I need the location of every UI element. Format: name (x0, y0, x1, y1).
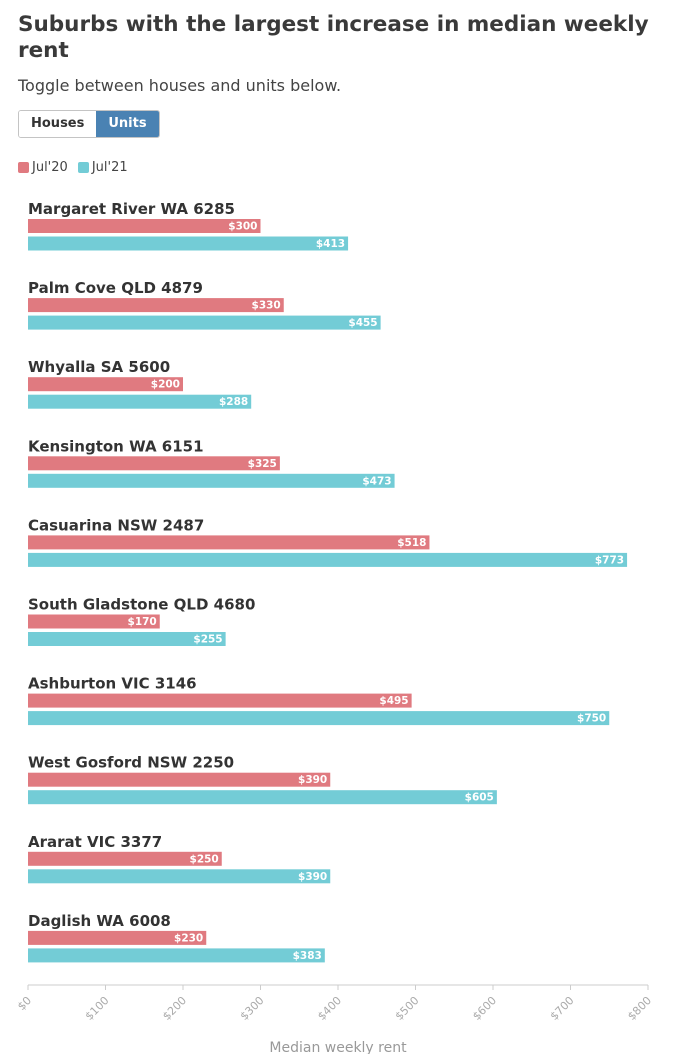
bar-jul20[interactable] (28, 456, 280, 471)
bar-jul20[interactable] (28, 772, 331, 787)
legend-item-jul20[interactable]: Jul'20 (18, 160, 68, 175)
category-label: South Gladstone QLD 4680 (28, 596, 255, 614)
legend-label-jul20: Jul'20 (32, 160, 68, 175)
x-tick-label: $700 (548, 994, 577, 1023)
bar-value-label: $383 (293, 950, 322, 962)
bar-value-label: $170 (128, 616, 157, 628)
bar-jul21[interactable] (28, 790, 497, 805)
units-toggle-button[interactable]: Units (96, 111, 159, 137)
category-label: Casuarina NSW 2487 (28, 516, 204, 534)
category-label: Margaret River WA 6285 (28, 200, 235, 218)
legend-swatch-jul21 (77, 162, 89, 173)
legend-swatch-jul20 (18, 162, 29, 173)
x-tick-label: $600 (470, 994, 499, 1023)
x-tick-label: $500 (393, 994, 422, 1023)
bar-value-label: $200 (151, 379, 180, 391)
category-label: Whyalla SA 5600 (28, 358, 170, 376)
bar-value-label: $288 (219, 396, 248, 408)
houses-toggle-button[interactable]: Houses (19, 111, 97, 137)
category-label: Ararat VIC 3377 (28, 833, 162, 851)
bar-jul21[interactable] (28, 552, 628, 567)
bar-jul20[interactable] (28, 614, 160, 629)
bar-value-label: $255 (193, 634, 222, 646)
x-tick-label: $0 (15, 994, 34, 1013)
bar-jul21[interactable] (28, 394, 252, 409)
bar-jul21[interactable] (28, 711, 610, 726)
bar-value-label: $750 (577, 713, 606, 725)
bar-value-label: $455 (348, 317, 377, 329)
x-tick-label: $100 (83, 994, 112, 1023)
legend-item-jul21[interactable]: Jul'21 (77, 160, 128, 175)
category-label: Palm Cove QLD 4879 (28, 279, 203, 297)
x-tick-label: $300 (238, 994, 267, 1023)
x-tick-label: $400 (315, 994, 344, 1023)
bar-value-label: $390 (298, 871, 327, 883)
x-tick-label: $800 (625, 994, 654, 1023)
category-label: Daglish WA 6008 (28, 912, 171, 930)
bar-value-label: $300 (228, 221, 257, 233)
chart-subtitle: Toggle between houses and units below. (18, 76, 342, 95)
bar-value-label: $230 (174, 932, 203, 944)
bar-jul20[interactable] (28, 851, 222, 866)
bar-jul20[interactable] (28, 693, 412, 708)
bar-jul20[interactable] (28, 219, 261, 233)
bar-jul21[interactable] (28, 632, 226, 646)
x-axis-title: Median weekly rent (269, 1040, 407, 1054)
bar-jul21[interactable] (28, 315, 381, 330)
bar-value-label: $413 (316, 238, 345, 250)
bar-value-label: $325 (248, 458, 277, 470)
bar-value-label: $473 (362, 475, 391, 487)
bar-value-label: $518 (397, 537, 426, 549)
bar-value-label: $495 (379, 695, 408, 707)
bar-jul21[interactable] (28, 236, 349, 251)
bar-jul21[interactable] (28, 948, 325, 963)
bar-value-label: $250 (190, 853, 219, 865)
bar-jul21[interactable] (28, 473, 395, 488)
category-label: Kensington WA 6151 (28, 437, 204, 455)
bar-value-label: $330 (252, 300, 281, 312)
legend-label-jul21: Jul'21 (91, 160, 128, 175)
bar-jul21[interactable] (28, 869, 331, 884)
bar-jul20[interactable] (28, 930, 207, 945)
bar-jul20[interactable] (28, 377, 183, 392)
bar-value-label: $390 (298, 774, 327, 786)
x-tick-label: $200 (160, 994, 189, 1023)
category-label: West Gosford NSW 2250 (28, 754, 234, 772)
bar-jul20[interactable] (28, 298, 284, 313)
legend: Jul'20 Jul'21 (18, 160, 138, 175)
bar-value-label: $773 (595, 554, 624, 566)
category-label: Ashburton VIC 3146 (28, 675, 197, 693)
houses-units-toggle: Houses Units (18, 110, 160, 138)
bar-jul20[interactable] (28, 535, 430, 550)
bar-value-label: $605 (465, 792, 494, 804)
chart-title: Suburbs with the largest increase in med… (18, 12, 649, 63)
